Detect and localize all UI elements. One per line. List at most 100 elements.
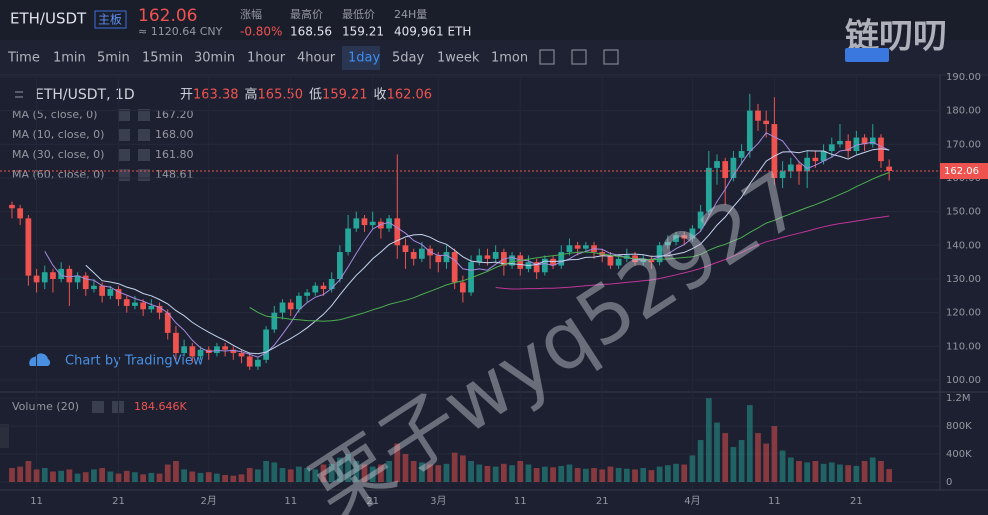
volume-bar: [656, 466, 663, 482]
interval-button[interactable]: 1day: [348, 51, 380, 66]
indicator-name: MA (30, close, 0): [12, 148, 104, 161]
candle-body: [115, 289, 122, 300]
indicator-value: 148.61: [155, 168, 194, 181]
volume-bar: [312, 469, 319, 482]
interval-button[interactable]: 1week: [437, 51, 480, 66]
candle-body: [566, 245, 573, 253]
collapse-icon[interactable]: [15, 91, 23, 98]
candle-body: [74, 275, 81, 283]
candle-body: [123, 299, 130, 306]
volume-bar: [58, 470, 65, 482]
ma-line: [85, 148, 890, 355]
active-highlight: [342, 46, 380, 70]
volume-bar: [705, 398, 712, 482]
candle-body: [763, 120, 770, 125]
logo-button[interactable]: [845, 48, 889, 62]
volume-bar: [484, 465, 491, 482]
volume-bar: [238, 474, 245, 482]
candle-body: [263, 329, 269, 360]
candle-body: [517, 255, 524, 269]
x-tick-label: 4月: [684, 495, 700, 507]
volume-bar: [755, 433, 761, 482]
volume-bar: [328, 463, 335, 482]
volume-bar: [763, 443, 770, 482]
volume-bar: [378, 464, 384, 482]
interval-button[interactable]: 1min: [53, 51, 86, 66]
candle-body: [99, 285, 106, 296]
interval-button[interactable]: 30min: [194, 51, 235, 66]
toolbar-icon[interactable]: [571, 49, 587, 65]
volume-bar: [25, 461, 32, 482]
volume-bar: [50, 471, 56, 482]
volume-bar: [517, 461, 524, 482]
cny-price: ≈ 1120.64 CNY: [138, 25, 223, 38]
toolbar-icon[interactable]: [603, 49, 619, 65]
candle-body: [804, 157, 811, 172]
candle-body: [689, 228, 696, 239]
interval-button[interactable]: 5min: [97, 51, 130, 66]
volume-bar: [386, 461, 392, 482]
candle-body: [828, 144, 835, 152]
settings-icon[interactable]: [92, 401, 104, 413]
interval-button[interactable]: 1mon: [491, 51, 528, 66]
candle-body: [337, 252, 343, 279]
y-tick-label: 180.00: [946, 106, 981, 117]
y-tick-label: 190.00: [946, 72, 981, 83]
indicator-close: [138, 149, 150, 161]
y-tick-label: 110.00: [946, 341, 981, 352]
candle-body: [574, 245, 581, 249]
candle-body: [386, 218, 392, 229]
interval-button[interactable]: Time: [7, 51, 40, 66]
volume-bar: [41, 468, 48, 482]
volume-bar: [681, 464, 688, 482]
candle-body: [9, 204, 15, 209]
candle-body: [705, 167, 712, 212]
candle-body: [246, 356, 253, 367]
candle-body: [222, 346, 228, 350]
candle-body: [738, 151, 745, 158]
candle-body: [304, 292, 310, 296]
volume-bar: [287, 469, 294, 482]
toolbar-icon[interactable]: [539, 49, 555, 65]
close-icon[interactable]: [112, 401, 124, 413]
x-tick-label: 21: [112, 496, 125, 507]
candle-body: [615, 258, 622, 266]
badge-box: [94, 10, 127, 29]
indicator-settings: [118, 129, 130, 141]
ma-line: [44, 132, 890, 358]
volume-bar: [173, 461, 179, 482]
side-tab[interactable]: [0, 424, 9, 448]
candle-body: [419, 248, 425, 259]
interval-button[interactable]: 5day: [392, 51, 424, 66]
volume-bar: [353, 461, 360, 482]
candle-body: [435, 255, 442, 263]
candle-body: [320, 285, 327, 290]
candle-body: [861, 137, 868, 145]
volume-bar: [845, 465, 852, 482]
candle-body: [681, 235, 688, 239]
candle-body: [197, 349, 204, 357]
candle-body: [558, 252, 565, 266]
volume-bar: [500, 463, 507, 482]
candle-body: [853, 137, 860, 152]
toolbar: [0, 40, 988, 75]
indicator-settings: [118, 109, 130, 121]
volume-bar: [837, 464, 843, 482]
interval-button[interactable]: 15min: [142, 51, 183, 66]
candle-body: [779, 171, 786, 178]
candle-body: [107, 289, 114, 296]
indicator-name: MA (60, close, 0): [12, 168, 104, 181]
volume-bar: [533, 468, 540, 482]
interval-button[interactable]: 1hour: [247, 51, 286, 66]
volume-bar: [664, 465, 671, 482]
volume-bar: [181, 469, 188, 482]
candle-body: [230, 349, 237, 354]
volume-bar: [853, 465, 860, 482]
interval-button[interactable]: 4hour: [297, 51, 336, 66]
y2-tick-label: 0: [946, 477, 952, 488]
volume-bar: [394, 443, 401, 482]
branding[interactable]: Chart by TradingView: [65, 354, 204, 369]
volume-bar: [566, 464, 573, 482]
y-tick-label: 120.00: [946, 308, 981, 319]
